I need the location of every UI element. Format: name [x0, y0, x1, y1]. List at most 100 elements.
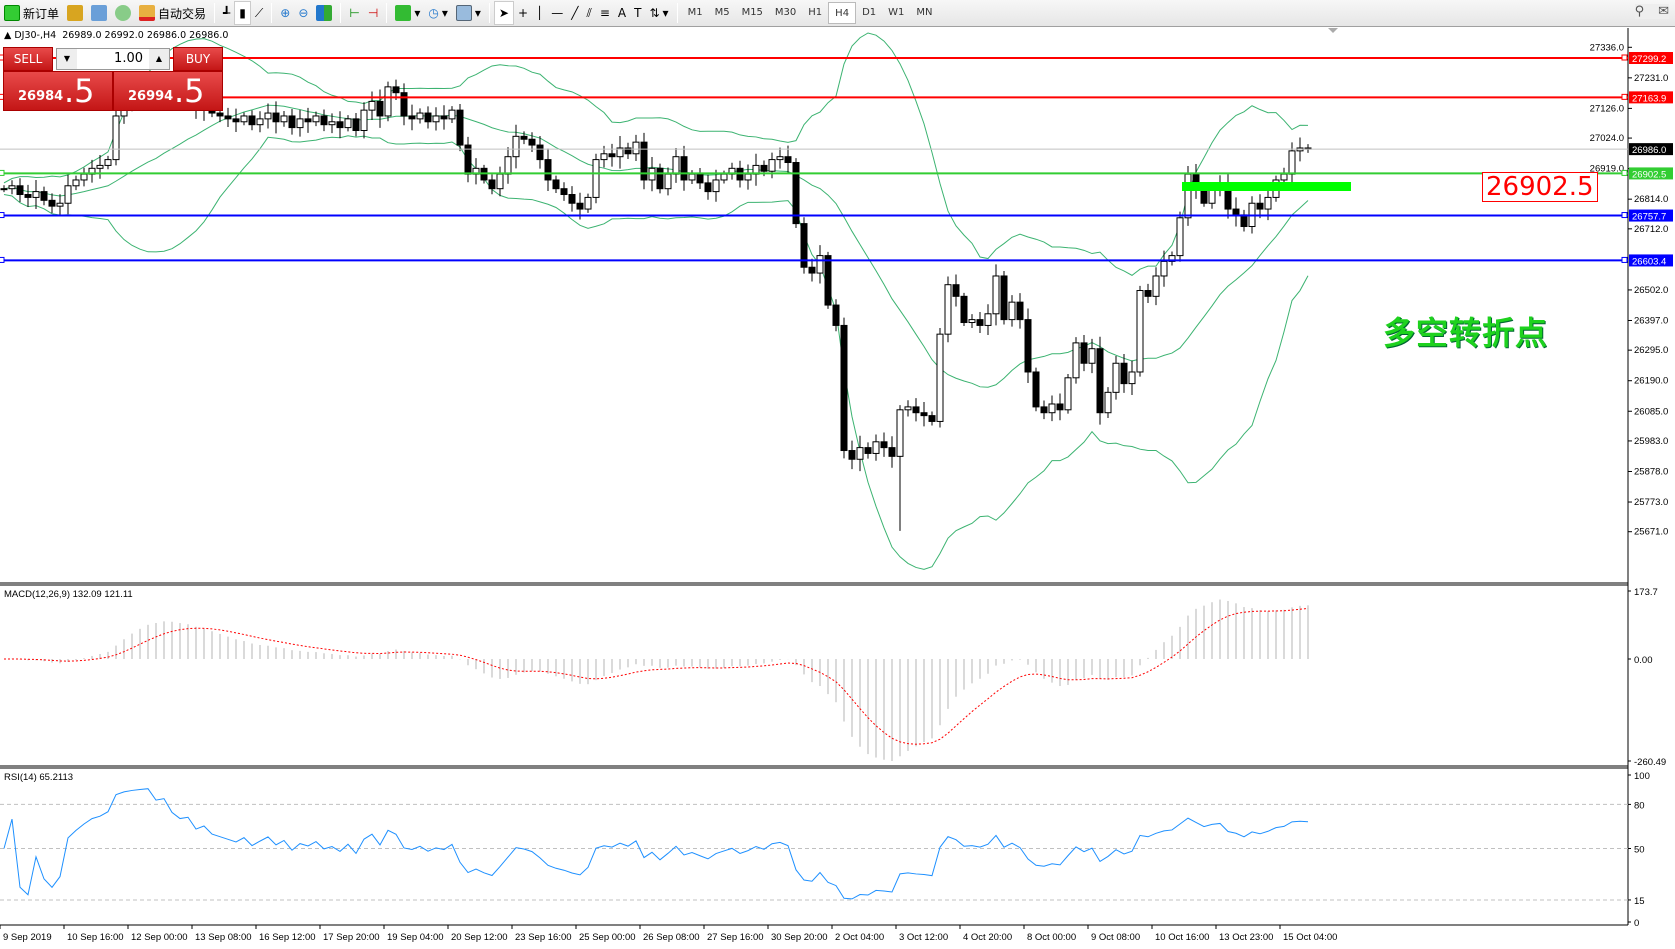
candle-body	[872, 441, 880, 454]
timeframe-d1[interactable]: D1	[862, 7, 877, 18]
zoom-out-button[interactable]: ⊖	[294, 1, 312, 25]
text-label-button[interactable]: T	[630, 1, 645, 25]
lot-size-input[interactable]: ▼ 1.00 ▲	[56, 48, 170, 70]
candle-body	[368, 100, 376, 111]
tile-windows-button[interactable]	[312, 1, 336, 25]
chat-icon[interactable]: ✉	[1658, 4, 1669, 19]
lot-value[interactable]: 1.00	[114, 51, 143, 66]
candle-body	[760, 164, 768, 172]
candle-body	[600, 153, 608, 161]
search-icon[interactable]: ⚲	[1634, 4, 1645, 19]
bar-chart-button[interactable]: ┹	[219, 1, 234, 25]
timeframe-mn[interactable]: MN	[916, 7, 933, 18]
sell-price-main: 26984	[18, 89, 64, 104]
trendline-button[interactable]: ╱	[567, 1, 582, 25]
lot-increase-icon[interactable]: ▲	[149, 49, 169, 69]
candle-body	[1264, 196, 1272, 210]
candle-body	[320, 115, 328, 126]
buy-price-pip: .5	[174, 72, 205, 110]
new-order-button[interactable]: 新订单	[0, 1, 63, 25]
candle-body	[1080, 342, 1088, 364]
rsi-tick-label: 15	[1634, 896, 1645, 907]
candle-body	[792, 162, 800, 225]
candle-body	[896, 409, 904, 457]
candle-body	[496, 173, 504, 190]
new-order-icon	[4, 5, 20, 21]
time-tick-label: 13 Oct 23:00	[1219, 932, 1273, 943]
candle-body	[488, 179, 496, 190]
candle-body	[856, 447, 864, 460]
candle-body	[328, 121, 336, 126]
lot-decrease-icon[interactable]: ▼	[57, 49, 77, 69]
sell-button[interactable]: SELL	[3, 47, 53, 71]
line-handle	[1621, 54, 1628, 61]
macd-tick-label: 173.7	[1634, 587, 1658, 598]
time-tick-label: 30 Sep 20:00	[771, 932, 828, 943]
arrows-button[interactable]: ⇅ ▾	[649, 6, 669, 20]
main-pane	[0, 28, 1628, 582]
indicators-button[interactable]: ▾	[391, 1, 424, 25]
candle-body	[64, 185, 72, 204]
pivot-annotation[interactable]: 多空转折点	[1383, 314, 1549, 352]
candle-body	[1088, 348, 1096, 364]
timeframe-m15[interactable]: M15	[741, 7, 763, 18]
text-button[interactable]: A	[614, 1, 630, 25]
candle-body	[1120, 362, 1128, 385]
price-tick-label: 27126.0	[1590, 103, 1624, 114]
timeframe-bar: M1 M5 M15 M30 H1 H4 D1 W1 MN	[682, 2, 939, 24]
candle-body	[264, 112, 272, 120]
line-handle	[1621, 256, 1628, 263]
candle-body	[0, 188, 8, 191]
horizontal-line-button[interactable]: —	[547, 1, 567, 25]
navigator-button[interactable]	[87, 1, 111, 25]
price-tick-label: 25878.0	[1634, 466, 1668, 477]
toolbar-divider	[214, 3, 216, 23]
buy-price-button[interactable]: 26994 .5	[113, 71, 223, 111]
fibonacci-button[interactable]: ≡	[596, 1, 614, 25]
autoscroll-button[interactable]: ⊣	[364, 1, 382, 25]
timeframe-m30[interactable]: M30	[774, 7, 797, 18]
tile-windows-icon	[316, 5, 333, 21]
periods-button[interactable]: ◷ ▾	[428, 6, 448, 20]
candlestick-button[interactable]: ▮	[234, 1, 251, 25]
candle-body	[608, 153, 616, 158]
candle-body	[912, 406, 920, 414]
candle-body	[992, 275, 1000, 315]
timeframe-m1[interactable]: M1	[687, 7, 703, 18]
candle-body	[984, 313, 992, 326]
rsi-line	[3, 788, 1309, 900]
price-tick-label: 27231.0	[1634, 73, 1668, 84]
cursor-button[interactable]: ➤	[493, 1, 514, 25]
timeframe-h1[interactable]: H1	[808, 7, 823, 18]
vertical-line-button[interactable]: │	[532, 1, 547, 25]
timeframe-h4[interactable]: H4	[828, 2, 857, 24]
zoom-in-button[interactable]: ⊕	[276, 1, 294, 25]
new-order-label: 新订单	[23, 6, 60, 21]
candle-body	[568, 194, 576, 204]
timeframe-m5[interactable]: M5	[714, 7, 730, 18]
bollinger-middle	[3, 104, 1309, 388]
candle-body	[936, 333, 944, 422]
sell-price-button[interactable]: 26984 .5	[3, 71, 113, 111]
candle-body	[400, 92, 408, 117]
level-annotation[interactable]: 26902.5	[1482, 172, 1598, 202]
buy-button[interactable]: BUY	[173, 47, 223, 71]
chart-ohlc: 26989.0 26992.0 26986.0 26986.0	[62, 30, 229, 41]
crosshair-button[interactable]: +	[514, 1, 532, 25]
equidistant-channel-button[interactable]: ⫽	[582, 1, 595, 25]
signals-button[interactable]	[111, 1, 135, 25]
candle-body	[432, 115, 440, 123]
price-tag	[1629, 143, 1673, 156]
zoom-out-icon: ⊖	[298, 6, 309, 20]
templates-button[interactable]: ▾	[452, 1, 485, 25]
candle-body	[376, 100, 384, 117]
candle-body	[632, 141, 640, 155]
market-watch-button[interactable]	[63, 1, 87, 25]
auto-trading-button[interactable]: 自动交易	[135, 1, 210, 25]
candle-body	[536, 144, 544, 161]
timeframe-w1[interactable]: W1	[888, 7, 905, 18]
price-tag	[1629, 91, 1673, 104]
line-chart-button[interactable]: ⟋	[251, 1, 267, 25]
chart-shift-button[interactable]: ⊢	[345, 1, 363, 25]
